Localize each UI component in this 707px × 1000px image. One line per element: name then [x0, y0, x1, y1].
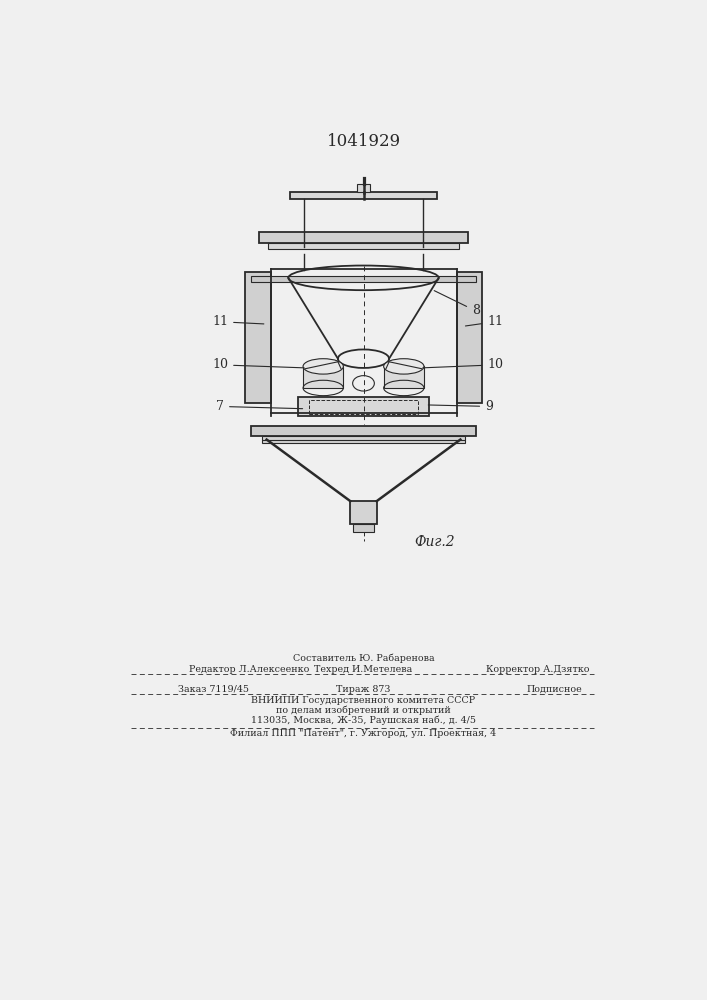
Text: Тираж 873: Тираж 873	[337, 685, 391, 694]
Bar	[457, 272, 482, 403]
Text: 8: 8	[434, 291, 480, 317]
Bar	[290, 192, 437, 199]
Text: Филиал ППП "Патент", г. Ужгород, ул. Проектная, 4: Филиал ППП "Патент", г. Ужгород, ул. Про…	[230, 729, 496, 738]
Text: Составитель Ю. Рабаренова: Составитель Ю. Рабаренова	[293, 653, 434, 663]
Text: 11: 11	[212, 315, 264, 328]
Text: 113035, Москва, Ж-35, Раушская наб., д. 4/5: 113035, Москва, Ж-35, Раушская наб., д. …	[251, 716, 476, 725]
Bar	[245, 272, 271, 403]
Text: 7: 7	[216, 400, 303, 413]
Bar	[251, 276, 476, 282]
Bar	[357, 184, 370, 192]
Bar	[251, 426, 476, 436]
Text: Подписное: Подписное	[526, 685, 582, 694]
Bar	[354, 524, 373, 532]
Bar	[268, 243, 459, 249]
Text: 1041929: 1041929	[327, 133, 401, 150]
Bar	[351, 501, 377, 524]
Text: 10: 10	[423, 358, 503, 371]
Bar	[259, 232, 468, 243]
Bar	[309, 400, 418, 414]
Bar	[298, 397, 429, 416]
Text: Заказ 7119/45: Заказ 7119/45	[177, 685, 248, 694]
Text: Техред И.Метелева: Техред И.Метелева	[315, 665, 413, 674]
Text: Фиг.2: Фиг.2	[414, 535, 455, 549]
Text: ВНИИПИ Государственного комитета СССР: ВНИИПИ Государственного комитета СССР	[252, 696, 476, 705]
Ellipse shape	[384, 359, 424, 374]
Text: 10: 10	[212, 358, 304, 371]
Bar	[384, 366, 424, 388]
Bar	[262, 436, 465, 443]
Text: по делам изобретений и открытий: по делам изобретений и открытий	[276, 706, 451, 715]
Ellipse shape	[303, 359, 344, 374]
Text: 9: 9	[428, 400, 493, 413]
Text: 11: 11	[465, 315, 503, 328]
Text: Редактор Л.Алексеенко: Редактор Л.Алексеенко	[189, 665, 310, 674]
Text: Корректор А.Дзятко: Корректор А.Дзятко	[486, 665, 590, 674]
Bar	[303, 366, 344, 388]
